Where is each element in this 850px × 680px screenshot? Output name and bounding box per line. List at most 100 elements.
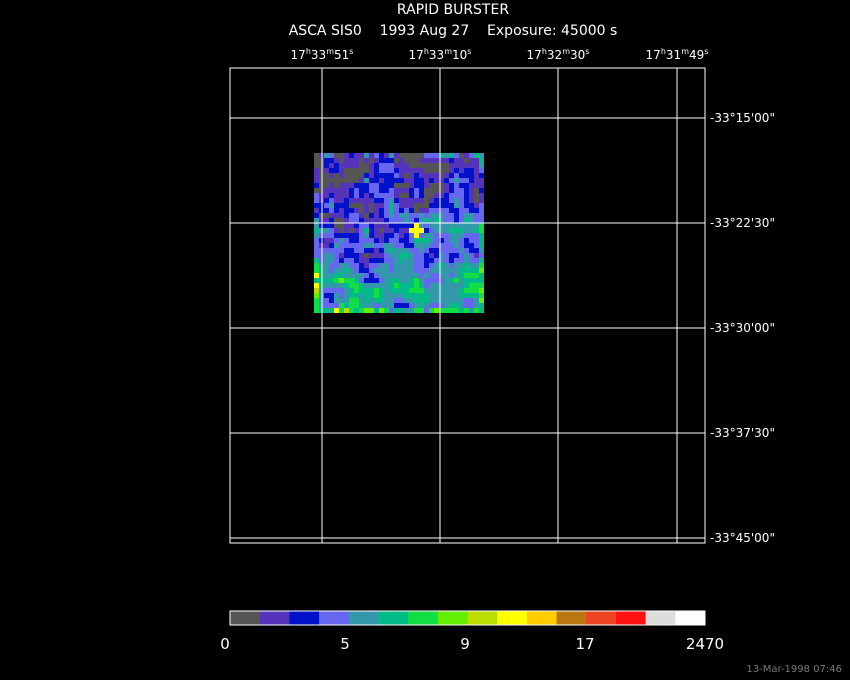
- map-cell: [479, 268, 484, 273]
- map-cell: [379, 263, 384, 268]
- map-cell: [399, 293, 404, 298]
- map-cell: [399, 238, 404, 243]
- map-cell: [384, 173, 389, 178]
- map-cell: [379, 208, 384, 213]
- map-cell: [459, 183, 464, 188]
- map-cell: [374, 183, 379, 188]
- map-cell: [329, 173, 334, 178]
- map-cell: [399, 273, 404, 278]
- map-cell: [329, 263, 334, 268]
- map-cell: [424, 288, 429, 293]
- map-cell: [324, 258, 329, 263]
- map-cell: [439, 213, 444, 218]
- map-cell: [379, 218, 384, 223]
- map-cell: [379, 278, 384, 283]
- map-cell: [414, 183, 419, 188]
- map-cell: [434, 173, 439, 178]
- colorbar-segment: [408, 611, 439, 625]
- colorbar-segment: [497, 611, 528, 625]
- map-cell: [324, 203, 329, 208]
- map-cell: [344, 168, 349, 173]
- map-cell: [339, 283, 344, 288]
- map-cell: [454, 238, 459, 243]
- map-cell: [459, 293, 464, 298]
- map-cell: [349, 163, 354, 168]
- map-cell: [419, 158, 424, 163]
- map-cell: [454, 208, 459, 213]
- map-cell: [384, 213, 389, 218]
- map-cell: [354, 273, 359, 278]
- map-cell: [464, 248, 469, 253]
- colorbar-label: 9: [460, 635, 470, 653]
- map-cell: [349, 183, 354, 188]
- dec-label: -33°22'30": [710, 216, 775, 230]
- map-cell: [444, 153, 449, 158]
- map-cell: [344, 258, 349, 263]
- map-cell: [324, 243, 329, 248]
- map-cell: [474, 158, 479, 163]
- map-cell: [399, 283, 404, 288]
- map-cell: [429, 308, 434, 313]
- map-cell: [429, 188, 434, 193]
- map-cell: [434, 153, 439, 158]
- map-cell: [389, 218, 394, 223]
- map-cell: [444, 288, 449, 293]
- map-cell: [354, 178, 359, 183]
- map-cell: [424, 153, 429, 158]
- frame: [229, 67, 706, 544]
- map-cell: [479, 163, 484, 168]
- map-cell: [349, 238, 354, 243]
- map-cell: [414, 218, 419, 223]
- map-cell: [394, 163, 399, 168]
- map-cell: [394, 298, 399, 303]
- map-cell: [344, 238, 349, 243]
- map-cell: [469, 203, 474, 208]
- map-cell: [409, 183, 414, 188]
- map-cell: [369, 223, 374, 228]
- map-cell: [344, 158, 349, 163]
- map-cell: [449, 208, 454, 213]
- map-cell: [439, 308, 444, 313]
- map-cell: [389, 248, 394, 253]
- map-cell: [444, 193, 449, 198]
- map-cell: [444, 283, 449, 288]
- map-cell: [394, 273, 399, 278]
- map-cell: [344, 263, 349, 268]
- map-cell: [469, 183, 474, 188]
- map-cell: [364, 238, 369, 243]
- map-cell: [469, 163, 474, 168]
- map-cell: [349, 303, 354, 308]
- map-cell: [404, 228, 409, 233]
- ra-value: 32: [547, 48, 562, 62]
- map-cell: [334, 183, 339, 188]
- map-cell: [374, 218, 379, 223]
- map-cell: [404, 198, 409, 203]
- map-cell: [384, 158, 389, 163]
- map-cell: [364, 248, 369, 253]
- map-cell: [434, 198, 439, 203]
- map-cell: [349, 293, 354, 298]
- map-cell: [359, 188, 364, 193]
- map-cell: [449, 203, 454, 208]
- map-cell: [449, 228, 454, 233]
- map-cell: [384, 253, 389, 258]
- map-cell: [414, 233, 419, 238]
- map-cell: [369, 238, 374, 243]
- map-cell: [429, 158, 434, 163]
- map-cell: [349, 248, 354, 253]
- map-cell: [394, 208, 399, 213]
- map-cell: [404, 183, 409, 188]
- map-cell: [394, 228, 399, 233]
- map-cell: [344, 243, 349, 248]
- map-cell: [479, 223, 484, 228]
- map-cell: [364, 293, 369, 298]
- map-cell: [454, 243, 459, 248]
- map-cell: [364, 258, 369, 263]
- map-cell: [399, 208, 404, 213]
- map-cell: [349, 158, 354, 163]
- map-cell: [349, 213, 354, 218]
- map-cell: [329, 253, 334, 258]
- map-cell: [369, 198, 374, 203]
- colorbar-segment: [289, 611, 320, 625]
- map-cell: [314, 208, 319, 213]
